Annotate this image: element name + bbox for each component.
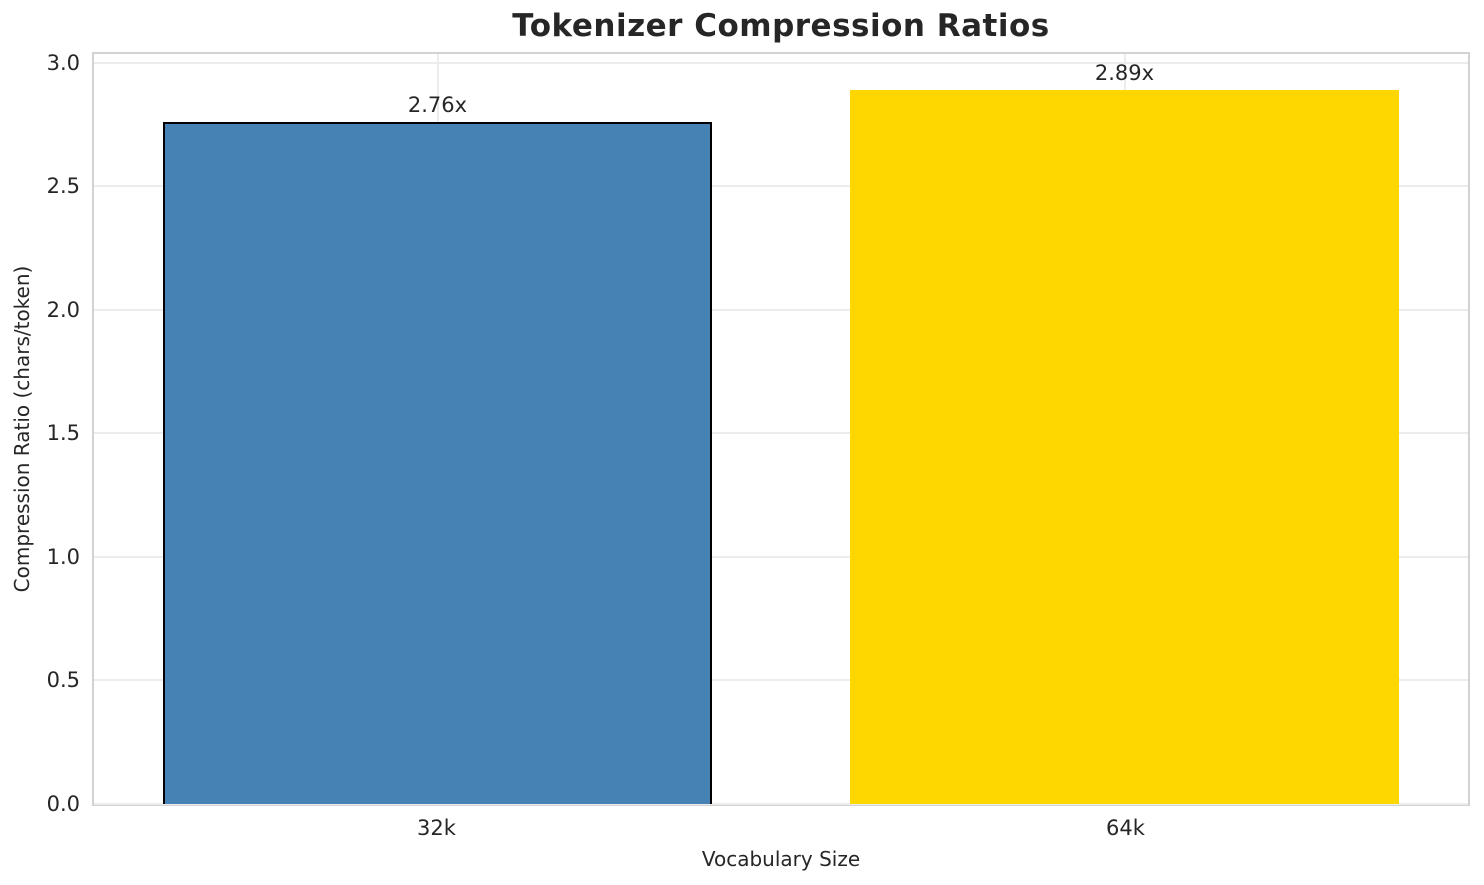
x-tick-label: 64k [1106,816,1145,840]
x-tick-label: 32k [417,816,456,840]
bar-value-label: 2.89x [1094,60,1155,85]
bar-32k [162,121,713,804]
gridline-horizontal [94,803,1468,805]
y-tick-label: 2.0 [46,297,80,322]
bar-64k [849,89,1400,804]
gridline-horizontal [94,555,1468,558]
y-tick-label: 1.0 [46,544,80,569]
plot-area: 2.76x 2.89x [92,52,1470,806]
gridline-horizontal [94,308,1468,311]
y-tick-label: 2.5 [46,174,80,199]
y-tick-label: 1.5 [46,421,80,446]
gridline-horizontal [94,679,1468,682]
y-tick-label: 0.0 [46,792,80,816]
y-tick-label: 3.0 [46,50,80,75]
x-axis-label: Vocabulary Size [701,847,861,871]
y-tick-label: 0.5 [46,668,80,693]
bar-value-label: 2.76x [407,92,468,117]
gridline-horizontal [94,432,1468,435]
chart-title: Tokenizer Compression Ratios [512,8,1050,44]
gridline-horizontal [94,61,1468,64]
gridline-horizontal [94,185,1468,188]
